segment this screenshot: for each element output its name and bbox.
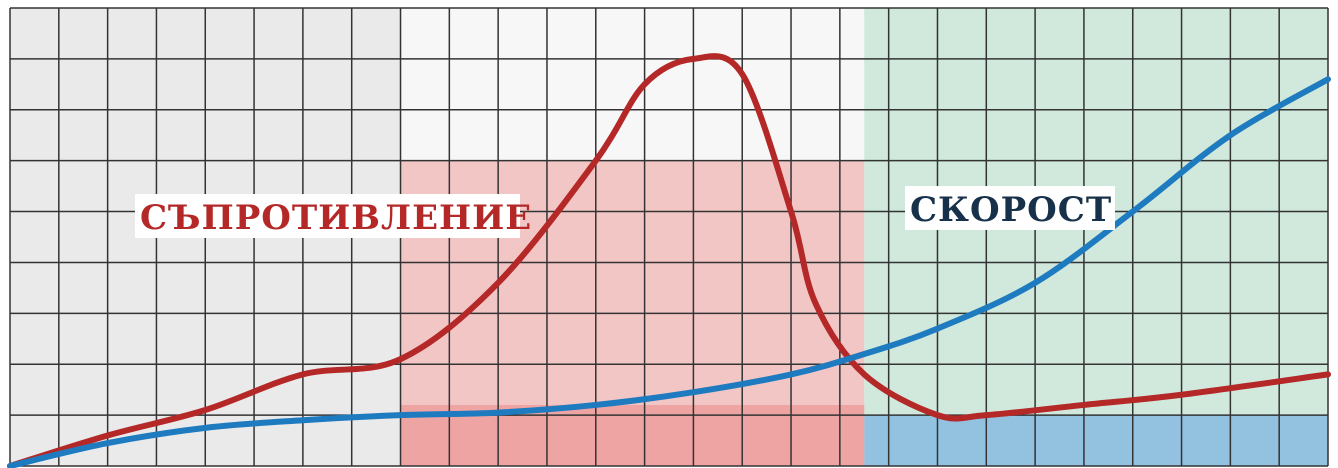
speed-label: СКОРОСТ <box>910 190 1112 230</box>
resistance-label: СЪПРОТИВЛЕНИЕ <box>140 198 532 238</box>
resistance-label-box: СЪПРОТИВЛЕНИЕ <box>135 194 532 238</box>
resistance-series-line <box>7 53 1331 468</box>
chart-zone-3-lower-band <box>864 415 1328 466</box>
chart-series <box>7 53 1331 468</box>
resistance-label-background <box>135 194 520 238</box>
speed-label-box: СКОРОСТ <box>905 186 1115 230</box>
speed-series-line <box>7 76 1331 468</box>
speed-label-background <box>905 186 1115 230</box>
